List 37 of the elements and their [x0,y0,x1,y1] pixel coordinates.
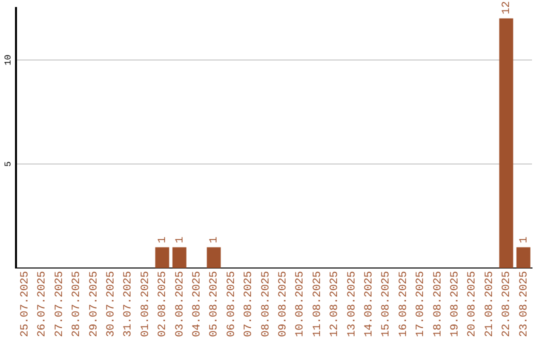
x-tick-label: 09.08.2025 [278,270,290,338]
x-tick-label: 10.08.2025 [294,270,307,338]
x-tick-label: 31.07.2025 [122,270,135,338]
x-tick-label: 11.08.2025 [312,270,324,338]
data-label: 1 [157,236,170,244]
x-tick-label: 01.08.2025 [140,270,152,338]
x-tick-label: 28.07.2025 [71,270,84,338]
data-label: 1 [518,236,530,244]
data-label: 1 [208,236,221,244]
x-tick-label: 16.08.2025 [398,270,410,338]
x-tick-label: 19.08.2025 [450,270,462,338]
x-tick-label: 22.08.2025 [501,270,514,338]
x-tick-label: 02.08.2025 [157,270,170,338]
y-tick-label: 5 [3,161,14,167]
x-tick-label: 03.08.2025 [174,270,186,338]
x-tick-label: 26.07.2025 [36,270,49,338]
x-tick-label: 14.08.2025 [364,270,376,338]
x-tick-label: 06.08.2025 [226,270,238,338]
x-tick-label: 29.07.2025 [88,270,100,338]
x-tick-label: 27.07.2025 [54,270,66,338]
x-tick-label: 21.08.2025 [484,270,496,338]
x-tick-label: 07.08.2025 [243,270,256,338]
data-label: 12 [501,1,514,14]
x-tick-label: 04.08.2025 [192,270,204,338]
x-tick-label: 05.08.2025 [208,270,221,338]
x-tick-label: 25.07.2025 [20,270,32,338]
x-tick-label: 18.08.2025 [432,270,444,338]
x-tick-label: 08.08.2025 [260,270,272,338]
x-tick-label: 30.07.2025 [106,270,118,338]
x-tick-label: 17.08.2025 [415,270,428,338]
data-label: 1 [174,236,186,244]
x-tick-label: 23.08.2025 [518,270,530,338]
x-tick-label: 12.08.2025 [329,270,342,338]
x-tick-label: 13.08.2025 [346,270,358,338]
x-tick-label: 20.08.2025 [466,270,479,338]
x-tick-label: 15.08.2025 [380,270,393,338]
y-tick-label: 10 [3,54,14,66]
